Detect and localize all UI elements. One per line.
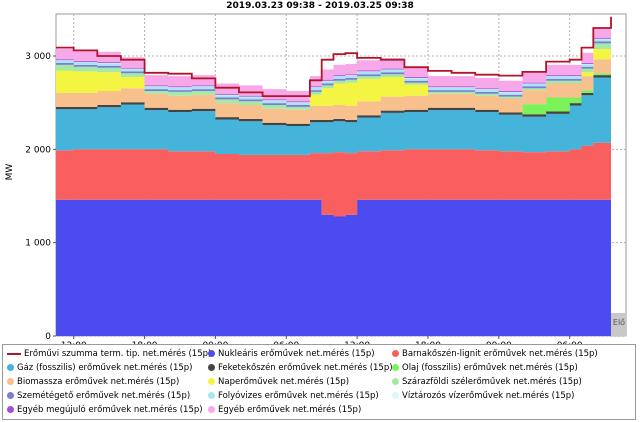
legend-label: Gáz (fosszilis) erőművek net.mérés (15p): [17, 363, 193, 373]
legend-swatch: [208, 378, 215, 385]
x-tick-label: 06:00: [557, 341, 583, 344]
chart-title: 2019.03.23 09:38 - 2019.03.25 09:38: [226, 1, 414, 11]
legend-item: Folyóvizes erőművek net.mérés (15p): [208, 390, 379, 402]
legend-label: Biomassza erőművek net.mérés (15p): [17, 377, 180, 387]
x-tick-label: 00:00: [486, 341, 512, 344]
legend-label: Barnakőszén-lignit erőművek net.mérés (1…: [402, 349, 598, 359]
stacked-area-chart: Elő 0 1 000 2 000 3 000 12:00 18:00 00:00 06:00…: [5, 7, 627, 344]
legend-label: Erőművi szumma term. tip. net.mérés (15p…: [24, 349, 212, 359]
legend-item: Barnakőszén-lignit erőművek net.mérés (1…: [392, 348, 598, 360]
legend-swatch: [7, 364, 14, 371]
legend-swatch: [208, 406, 215, 413]
total-line-series: [56, 16, 612, 97]
legend-item: Egyéb erőművek net.mérés (15p): [208, 404, 361, 416]
legend-label: Folyóvizes erőművek net.mérés (15p): [218, 391, 379, 401]
y-tick-label: 1 000: [25, 239, 51, 249]
x-tick-label: 12:00: [344, 341, 370, 344]
legend-label: Naperőművek net.mérés (15p): [218, 377, 350, 387]
area-series: [56, 56, 611, 126]
legend-item: Nukleáris erőművek net.mérés (15p): [208, 348, 375, 360]
x-tick-label: 12:00: [61, 341, 87, 344]
y-axis-label: MW: [5, 164, 15, 181]
y-tick-label: 2 000: [25, 145, 51, 155]
legend-item: Szárazföldi szélerőművek net.mérés (15p): [392, 376, 582, 388]
legend-item: Gáz (fosszilis) erőművek net.mérés (15p): [7, 362, 192, 374]
legend-label: Feketekőszén erőművek net.mérés (15p): [218, 363, 393, 373]
legend-label: Nukleáris erőművek net.mérés (15p): [218, 349, 375, 359]
x-tick-label: 18:00: [415, 341, 441, 344]
legend-item: Víztározós vízerőművek net.mérés (15p): [392, 390, 574, 402]
legend: Erőművi szumma term. tip. net.mérés (15p…: [2, 344, 636, 420]
legend-item: Szemétégető erőművek net.mérés (15p): [7, 390, 190, 402]
x-tick-label: 06:00: [273, 341, 299, 344]
live-indicator-box: [611, 313, 626, 336]
legend-swatch: [208, 392, 215, 399]
legend-item: Biomassza erőművek net.mérés (15p): [7, 376, 179, 388]
legend-label: Szárazföldi szélerőművek net.mérés (15p): [402, 377, 582, 387]
legend-swatch: [208, 364, 215, 371]
legend-label: Szemétégető erőművek net.mérés (15p): [17, 391, 191, 401]
y-tick-label: 0: [45, 332, 51, 342]
legend-swatch: [7, 392, 14, 399]
legend-item: Egyéb megújuló erőművek net.mérés (15p): [7, 404, 203, 416]
legend-item: Feketekőszén erőművek net.mérés (15p): [208, 362, 393, 374]
legend-label: Egyéb erőművek net.mérés (15p): [218, 405, 362, 415]
legend-label: Egyéb megújuló erőművek net.mérés (15p): [17, 405, 203, 415]
legend-swatch: [392, 392, 399, 399]
legend-item: Erőművi szumma term. tip. net.mérés (15p…: [7, 348, 211, 360]
legend-item: Olaj (fosszilis) erőművek net.mérés (15p…: [392, 362, 578, 374]
legend-label: Olaj (fosszilis) erőművek net.mérés (15p…: [402, 363, 578, 373]
legend-swatch: [392, 364, 399, 371]
live-end-label: Elő: [613, 318, 625, 327]
legend-swatch: [7, 378, 14, 385]
legend-swatch: [392, 378, 399, 385]
legend-label: Víztározós vízerőművek net.mérés (15p): [402, 391, 575, 401]
area-series: [56, 199, 611, 336]
area-series: [56, 29, 611, 110]
area-series: [56, 140, 611, 217]
legend-item: Naperőművek net.mérés (15p): [208, 376, 349, 388]
legend-swatch: [7, 352, 21, 355]
legend-swatch: [208, 350, 215, 357]
area-series: [56, 58, 611, 155]
area-series: [56, 41, 611, 124]
legend-swatch: [7, 406, 14, 413]
x-tick-label: 00:00: [202, 341, 228, 344]
legend-swatch: [392, 350, 399, 357]
y-tick-label: 3 000: [25, 52, 51, 62]
x-tick-label: 18:00: [132, 341, 158, 344]
